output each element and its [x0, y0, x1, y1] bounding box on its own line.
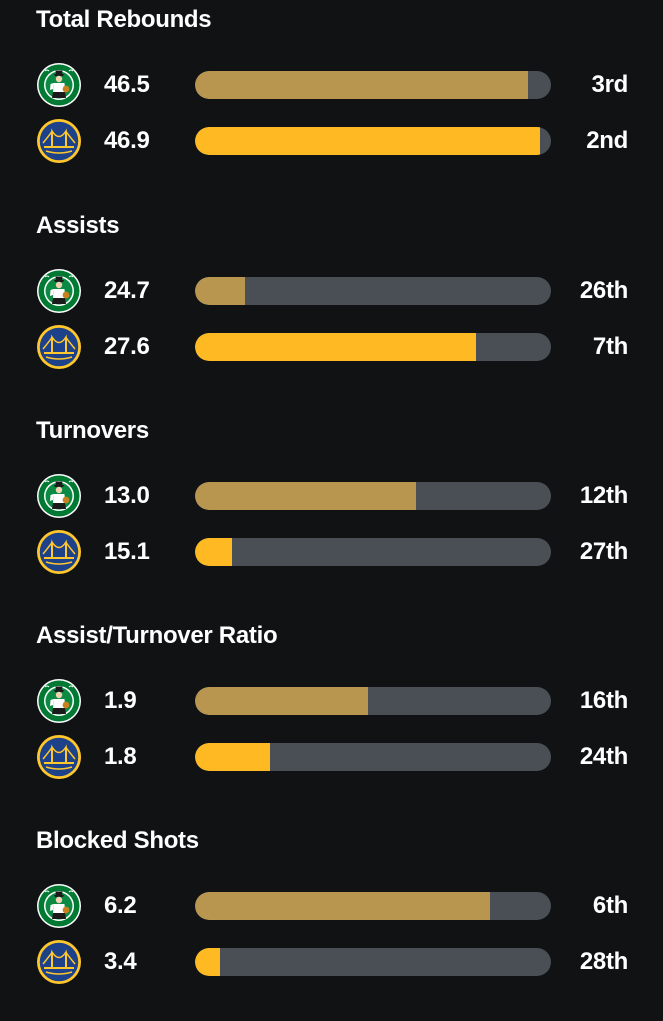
stat-title: Assist/Turnover Ratio — [36, 622, 278, 649]
stat-bar-fill-warriors — [195, 127, 540, 155]
stat-rank-warriors: 27th — [579, 538, 628, 565]
boston-celtics-logo-icon — [36, 62, 82, 108]
golden-state-warriors-logo-icon — [36, 939, 82, 985]
stat-rank-celtics: 12th — [579, 482, 628, 509]
stat-bar-track-celtics — [195, 892, 551, 920]
stat-row-celtics: 1.9 16th — [0, 676, 663, 726]
stat-bar-fill-celtics — [195, 892, 490, 920]
stat-row-celtics: 46.5 3rd — [0, 60, 663, 110]
stat-row-celtics: 24.7 26th — [0, 266, 663, 316]
stat-value-warriors: 46.9 — [104, 127, 150, 154]
stat-bar-track-warriors — [195, 948, 551, 976]
stat-value-warriors: 1.8 — [104, 743, 137, 770]
stat-bar-fill-celtics — [195, 687, 368, 715]
stat-value-warriors: 27.6 — [104, 333, 150, 360]
stat-title: Turnovers — [36, 417, 149, 444]
stat-title: Blocked Shots — [36, 827, 199, 854]
boston-celtics-logo-icon — [36, 473, 82, 519]
stat-bar-track-warriors — [195, 127, 551, 155]
stat-bar-fill-warriors — [195, 743, 270, 771]
golden-state-warriors-logo-icon — [36, 324, 82, 370]
stat-title: Assists — [36, 212, 120, 239]
stat-section: Assists 24.7 26th 27.6 7th — [0, 206, 663, 406]
stat-row-celtics: 13.0 12th — [0, 471, 663, 521]
stat-bar-track-celtics — [195, 277, 551, 305]
stat-rank-celtics: 16th — [579, 687, 628, 714]
stat-bar-track-celtics — [195, 71, 551, 99]
stat-bar-fill-celtics — [195, 71, 528, 99]
stat-row-warriors: 27.6 7th — [0, 322, 663, 372]
stat-rank-celtics: 26th — [579, 277, 628, 304]
stat-bar-track-warriors — [195, 538, 551, 566]
stat-row-warriors: 15.1 27th — [0, 527, 663, 577]
stat-bar-track-warriors — [195, 743, 551, 771]
stat-bar-fill-celtics — [195, 482, 416, 510]
golden-state-warriors-logo-icon — [36, 118, 82, 164]
boston-celtics-logo-icon — [36, 678, 82, 724]
stat-rank-warriors: 28th — [579, 948, 628, 975]
stat-section: Assist/Turnover Ratio 1.9 16th 1.8 24th — [0, 616, 663, 816]
stat-bar-track-celtics — [195, 687, 551, 715]
boston-celtics-logo-icon — [36, 883, 82, 929]
stat-bar-track-celtics — [195, 482, 551, 510]
stat-value-celtics: 1.9 — [104, 687, 137, 714]
stat-row-celtics: 6.2 6th — [0, 881, 663, 931]
stat-section: Total Rebounds 46.5 3rd 46.9 2nd — [0, 0, 663, 200]
stat-value-celtics: 24.7 — [104, 277, 150, 304]
stat-rank-celtics: 6th — [592, 892, 628, 919]
stat-rank-celtics: 3rd — [591, 71, 629, 98]
stat-row-warriors: 3.4 28th — [0, 937, 663, 987]
stat-bar-fill-warriors — [195, 948, 220, 976]
stat-title: Total Rebounds — [36, 6, 212, 33]
stat-value-celtics: 6.2 — [104, 892, 137, 919]
boston-celtics-logo-icon — [36, 268, 82, 314]
stat-bar-fill-warriors — [195, 333, 476, 361]
stat-value-warriors: 15.1 — [104, 538, 150, 565]
stat-row-warriors: 1.8 24th — [0, 732, 663, 782]
stat-value-celtics: 13.0 — [104, 482, 150, 509]
golden-state-warriors-logo-icon — [36, 734, 82, 780]
stat-value-celtics: 46.5 — [104, 71, 150, 98]
stat-rank-warriors: 7th — [592, 333, 628, 360]
stat-section: Turnovers 13.0 12th 15.1 27th — [0, 411, 663, 611]
golden-state-warriors-logo-icon — [36, 529, 82, 575]
stat-value-warriors: 3.4 — [104, 948, 137, 975]
stat-bar-fill-celtics — [195, 277, 245, 305]
stat-section: Blocked Shots 6.2 6th 3.4 28th — [0, 821, 663, 1021]
stat-bar-track-warriors — [195, 333, 551, 361]
stat-bar-fill-warriors — [195, 538, 232, 566]
stat-rank-warriors: 24th — [579, 743, 628, 770]
stat-row-warriors: 46.9 2nd — [0, 116, 663, 166]
stat-rank-warriors: 2nd — [586, 127, 628, 154]
